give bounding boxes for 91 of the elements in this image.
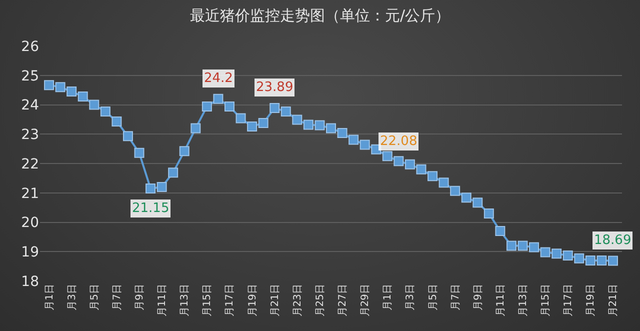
point [461,192,472,203]
point [303,120,314,130]
x-tick-label: 月3日 [405,284,416,310]
data-label: 22.08 [380,134,418,149]
point [596,255,607,266]
x-tick-label: 月7日 [450,284,462,310]
point [122,131,133,142]
point [484,208,494,218]
point [134,148,144,158]
x-tick-label: 月9日 [134,284,146,310]
data-label: 23.89 [256,80,294,95]
point [280,106,291,117]
x-tick-label: 月9日 [472,284,484,310]
point [213,94,224,104]
point [168,168,178,178]
point [394,156,404,166]
x-tick-label: 月5日 [89,284,100,310]
point [236,113,246,124]
y-tick-label: 21 [21,186,39,202]
x-tick-label: 月21日 [270,284,281,317]
point [552,248,562,259]
x-tick-label: 月21日 [608,284,620,317]
point [202,102,212,112]
x-tick-label: 月19日 [586,284,597,317]
point [574,253,584,264]
point [450,186,460,196]
point [518,240,528,251]
y-tick-label: 19 [21,244,39,261]
point [224,102,234,112]
y-tick-label: 26 [21,38,40,55]
point [258,118,268,128]
point [179,146,190,156]
data-label: 24.2 [204,71,233,86]
x-tick-label: 月27日 [338,284,349,317]
point [438,178,449,188]
point [348,134,359,145]
data-label: 18.69 [594,233,632,248]
x-tick-label: 月23日 [292,284,304,317]
x-tick-label: 月1日 [44,284,56,310]
x-tick-label: 月1日 [382,284,394,310]
point [66,86,77,97]
y-tick-label: 20 [21,215,39,232]
point [270,102,280,113]
point [44,80,54,90]
point [529,242,540,252]
x-tick-label: 月11日 [157,284,168,317]
point [78,92,88,102]
x-tick-label: 月5日 [428,284,439,310]
x-tick-label: 月29日 [360,284,372,317]
y-tick-label: 23 [21,127,39,144]
point [562,250,573,260]
point [495,226,506,236]
point [55,82,66,92]
point [360,140,370,150]
point [89,100,100,110]
point [156,182,167,192]
point [112,116,122,126]
y-tick-label: 24 [21,98,40,114]
x-tick-label: 月7日 [112,284,123,310]
point [146,183,156,194]
point [100,106,110,117]
x-tick-label: 月13日 [518,284,529,317]
x-tick-label: 月17日 [563,284,574,317]
point [472,198,483,208]
y-tick-label: 25 [21,68,39,84]
chart-title: 最近猪价监控走势图（单位：元/公斤） [190,6,450,24]
point [337,128,348,138]
y-tick-label: 22 [21,156,39,172]
y-tick-label: 18 [21,274,39,290]
x-tick-label: 月19日 [247,284,258,317]
point [382,151,392,162]
x-tick-label: 月15日 [540,284,552,317]
point [404,159,415,170]
x-tick-label: 月11日 [495,284,506,317]
x-tick-label: 月17日 [224,284,236,317]
point [608,256,618,266]
point [292,114,302,125]
point [540,247,550,258]
x-tick-label: 月15日 [202,284,214,317]
x-tick-label: 月25日 [314,284,326,317]
point [416,164,426,174]
data-label: 21.15 [132,201,170,216]
point [428,171,438,182]
x-tick-label: 月13日 [180,284,191,317]
point [506,240,516,251]
point [585,255,596,266]
point [190,123,201,134]
point [247,121,258,132]
x-tick-label: 月3日 [66,284,78,310]
point [326,123,336,134]
point [314,120,325,130]
